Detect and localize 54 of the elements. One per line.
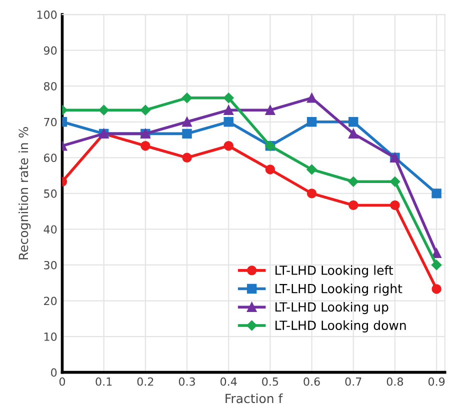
x-tick-label: 0.4 [220, 377, 237, 386]
y-tick-label: 10 [44, 332, 57, 341]
x-tick-label: 0.5 [262, 377, 278, 386]
point [432, 248, 442, 258]
x-tick-label: 0.2 [137, 377, 154, 386]
y-tick-label: 0 [51, 368, 57, 377]
point [140, 140, 150, 151]
y-axis-title: Recognition rate in % [18, 127, 31, 260]
point [182, 152, 192, 163]
point [306, 164, 317, 175]
point [140, 104, 151, 116]
y-tick-label: 100 [37, 10, 57, 19]
point [348, 117, 358, 127]
y-tick-label: 80 [44, 82, 57, 90]
point [348, 176, 358, 187]
point [306, 93, 317, 103]
y-tick-label: 50 [44, 189, 57, 198]
legend-label: LT-LHD Looking down [276, 320, 406, 332]
x-tick-label: 0.9 [428, 377, 445, 386]
point [224, 140, 234, 151]
point [224, 117, 234, 127]
y-tick-label: 40 [44, 225, 57, 234]
point [432, 284, 442, 294]
point [182, 128, 192, 139]
legend-label: LT-LHD Looking right [276, 284, 402, 296]
x-tick-label: 0.1 [96, 377, 112, 386]
legend-label: LT-LHD Looking up [276, 302, 388, 314]
point [182, 117, 192, 127]
y-tick-label: 60 [44, 154, 57, 162]
point [432, 188, 442, 198]
point [390, 200, 400, 210]
y-tick-label: 90 [44, 46, 57, 55]
point [306, 188, 317, 198]
point [265, 105, 276, 115]
point [223, 92, 234, 104]
point [182, 92, 192, 104]
point [98, 104, 109, 116]
point [265, 164, 276, 174]
x-axis-title: Fraction f [226, 393, 283, 404]
x-tick-label: 0.3 [178, 377, 195, 386]
point [348, 200, 358, 210]
y-tick-label: 70 [44, 118, 57, 126]
x-tick-label: 0.7 [345, 377, 362, 386]
x-tick-label: 0.8 [386, 377, 404, 386]
legend-label: LT-LHD Looking left [276, 265, 394, 278]
x-tick-label: 0 [59, 377, 66, 386]
y-tick-label: 20 [44, 296, 57, 306]
point [390, 176, 400, 187]
x-tick-label: 0.6 [304, 377, 320, 386]
point [348, 128, 358, 139]
point [306, 117, 317, 127]
point [224, 105, 234, 115]
point [431, 260, 442, 270]
y-tick-label: 30 [44, 260, 57, 270]
